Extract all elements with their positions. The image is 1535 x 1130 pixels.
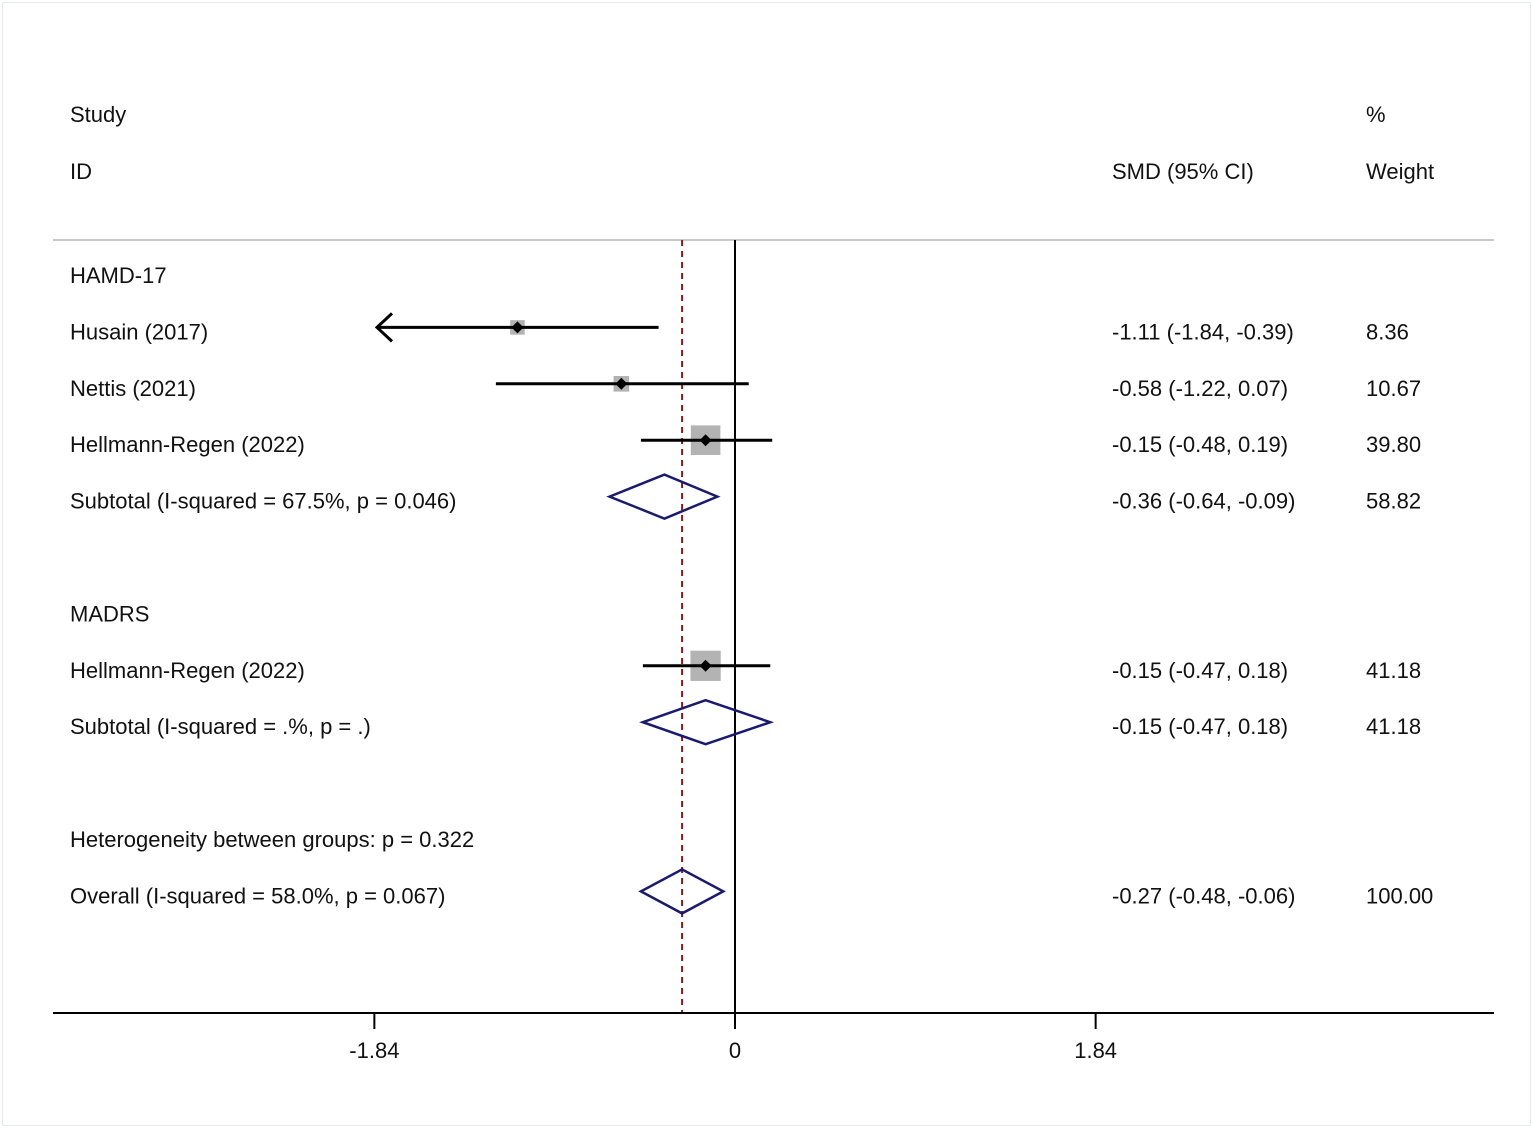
row-label: HAMD-17: [70, 263, 167, 288]
header-study: Study: [70, 102, 126, 127]
point-estimate: [699, 659, 712, 672]
row-weight: 8.36: [1366, 319, 1409, 344]
point-estimate: [615, 377, 628, 390]
row-weight: 10.67: [1366, 376, 1421, 401]
row-weight: 39.80: [1366, 432, 1421, 457]
row-label: Heterogeneity between groups: p = 0.322: [70, 827, 474, 852]
ci-arrow-left: [374, 312, 394, 343]
row-label: Hellmann-Regen (2022): [70, 432, 305, 457]
row-effect-ci: -0.15 (-0.48, 0.19): [1112, 432, 1288, 457]
row-label: Husain (2017): [70, 319, 208, 344]
row-label: Subtotal (I-squared = .%, p = .): [70, 714, 371, 739]
row-effect-ci: -0.36 (-0.64, -0.09): [1112, 489, 1295, 514]
point-estimate: [699, 434, 712, 447]
row-weight: 100.00: [1366, 883, 1433, 908]
row-label: MADRS: [70, 601, 149, 626]
row-effect-ci: -0.58 (-1.22, 0.07): [1112, 376, 1288, 401]
point-estimate: [511, 321, 524, 334]
row-effect-ci: -0.15 (-0.47, 0.18): [1112, 658, 1288, 683]
row-label: Overall (I-squared = 58.0%, p = 0.067): [70, 883, 445, 908]
subtotal-diamond: [639, 698, 775, 746]
row-effect-ci: -0.15 (-0.47, 0.18): [1112, 714, 1288, 739]
row-weight: 41.18: [1366, 658, 1421, 683]
x-tick-label: 1.84: [1074, 1038, 1117, 1063]
header-weight-percent: %: [1366, 102, 1386, 127]
subtotal-diamond: [606, 473, 721, 520]
row-weight: 58.82: [1366, 489, 1421, 514]
row-label: Nettis (2021): [70, 376, 196, 401]
row-effect-ci: -0.27 (-0.48, -0.06): [1112, 883, 1295, 908]
x-tick-label: 0: [729, 1038, 741, 1063]
x-tick-label: -1.84: [349, 1038, 399, 1063]
row-weight: 41.18: [1366, 714, 1421, 739]
overall-diamond: [638, 867, 726, 915]
header-id: ID: [70, 159, 92, 184]
header-weight: Weight: [1366, 159, 1434, 184]
row-effect-ci: -1.11 (-1.84, -0.39): [1112, 319, 1294, 344]
row-label: Subtotal (I-squared = 67.5%, p = 0.046): [70, 489, 456, 514]
header-effect: SMD (95% CI): [1112, 159, 1254, 184]
row-label: Hellmann-Regen (2022): [70, 658, 305, 683]
